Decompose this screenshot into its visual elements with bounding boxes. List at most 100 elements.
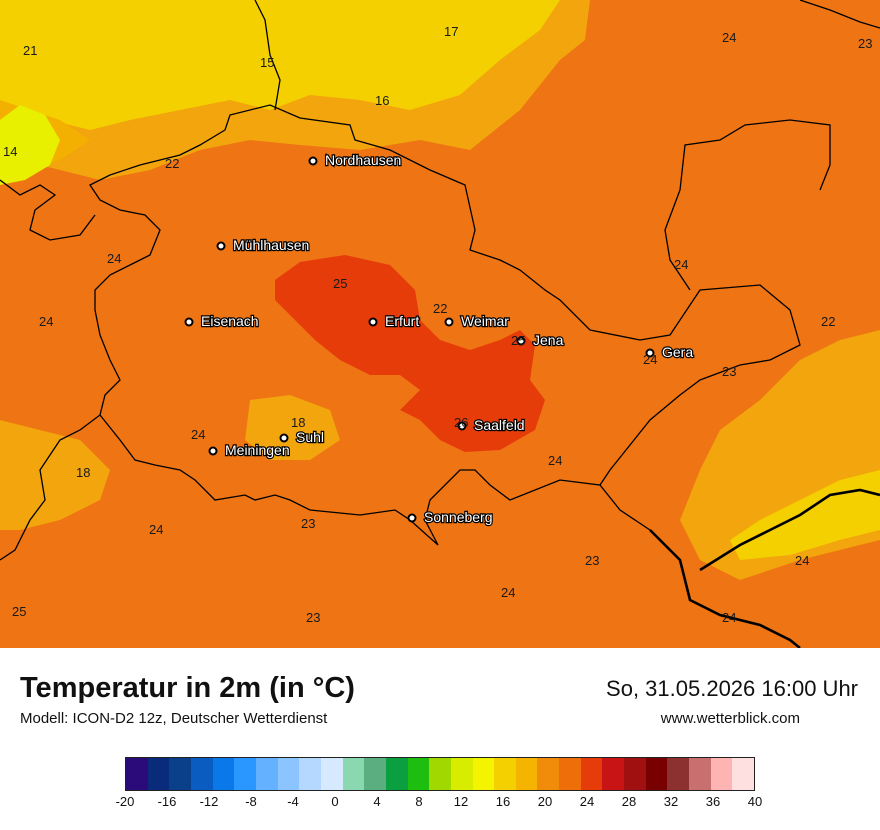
legend-swatch bbox=[624, 758, 646, 790]
city-marker-nordhausen: Nordhausen bbox=[308, 151, 402, 169]
legend-swatch bbox=[515, 758, 538, 790]
temperature-label: 15 bbox=[260, 55, 274, 70]
color-legend: -20 -16 -12 -8 -4 0 4 8 12 16 20 24 28 32 36 40 bbox=[112, 754, 772, 814]
temperature-label: 16 bbox=[375, 93, 389, 108]
border-northeast bbox=[799, 0, 880, 29]
legend-swatch bbox=[255, 758, 278, 790]
forecast-datetime: So, 31.05.2026 16:00 Uhr bbox=[606, 676, 858, 701]
legend-tick-label: 40 bbox=[747, 794, 763, 809]
city-label-saalfeld: Saalfeld bbox=[474, 417, 525, 433]
border-czech-east bbox=[699, 488, 880, 572]
city-label-suhl: Suhl bbox=[296, 429, 324, 445]
temperature-label: 23 bbox=[306, 610, 320, 625]
temperature-label: 23 bbox=[301, 516, 315, 531]
legend-tick-label: 4 bbox=[373, 794, 381, 809]
temperature-label: 25 bbox=[333, 276, 347, 291]
legend-swatch bbox=[212, 758, 235, 790]
legend-swatch bbox=[342, 758, 365, 790]
border-southwest bbox=[0, 414, 101, 561]
legend-swatch bbox=[126, 758, 148, 790]
temperature-label: 24 bbox=[107, 251, 121, 266]
temperature-label: 21 bbox=[23, 43, 37, 58]
map-footer: Temperatur in 2m (in °C) Modell: ICON-D2… bbox=[0, 648, 880, 830]
temperature-label: 17 bbox=[444, 24, 458, 39]
border-west bbox=[0, 179, 96, 241]
legend-swatch bbox=[320, 758, 343, 790]
temperature-label: 23 bbox=[858, 36, 872, 51]
temperature-label: 24 bbox=[643, 352, 657, 367]
temperature-label: 24 bbox=[722, 610, 736, 625]
temperature-label: 24 bbox=[501, 585, 515, 600]
city-label-gera: Gera bbox=[662, 344, 693, 360]
temperature-label: 23 bbox=[722, 364, 736, 379]
city-marker-erfurt: Erfurt bbox=[368, 312, 421, 330]
city-marker-eisenach: Eisenach bbox=[184, 312, 260, 330]
temperature-label: 22 bbox=[821, 314, 835, 329]
temperature-label: 24 bbox=[39, 314, 53, 329]
city-marker-weimar: Weimar bbox=[444, 312, 511, 330]
legend-tick-label: 20 bbox=[537, 794, 553, 809]
temperature-map: Nordhausen Mühlhausen Eisenach Erfurt We… bbox=[0, 0, 880, 648]
legend-swatch bbox=[494, 758, 516, 790]
city-label-weimar: Weimar bbox=[461, 313, 509, 329]
temperature-label: 24 bbox=[548, 453, 562, 468]
legend-tick-label: 24 bbox=[579, 794, 595, 809]
temperature-label: 24 bbox=[674, 257, 688, 272]
border-east bbox=[664, 119, 831, 291]
legend-tick-label: 32 bbox=[663, 794, 679, 809]
legend-swatch bbox=[277, 758, 300, 790]
map-canvas: Nordhausen Mühlhausen Eisenach Erfurt We… bbox=[0, 0, 880, 648]
website-link[interactable]: www.wetterblick.com bbox=[660, 710, 800, 727]
border-thueringen bbox=[89, 104, 801, 546]
border-czech bbox=[649, 529, 801, 648]
city-marker-jena: Jena bbox=[516, 331, 565, 349]
map-title: Temperatur in 2m (in °C) bbox=[20, 672, 355, 704]
temperature-zone-southwest bbox=[0, 420, 110, 530]
legend-swatch bbox=[580, 758, 603, 790]
temperature-label: 14 bbox=[3, 144, 17, 159]
legend-tick-label: 8 bbox=[415, 794, 423, 809]
city-label-meiningen: Meiningen bbox=[225, 442, 290, 458]
temperature-label: 18 bbox=[291, 415, 305, 430]
temperature-label: 24 bbox=[795, 553, 809, 568]
city-label-eisenach: Eisenach bbox=[201, 313, 259, 329]
legend-swatch bbox=[385, 758, 408, 790]
legend-swatch bbox=[407, 758, 430, 790]
legend-swatch bbox=[537, 758, 560, 790]
legend-tick-label: 12 bbox=[453, 794, 469, 809]
legend-swatch bbox=[429, 758, 451, 790]
legend-tick-label: -12 bbox=[199, 794, 219, 809]
legend-tick-label: 0 bbox=[331, 794, 339, 809]
city-label-nordhausen: Nordhausen bbox=[325, 152, 401, 168]
legend-swatch bbox=[147, 758, 170, 790]
city-marker-gera: Gera bbox=[645, 343, 695, 361]
legend-tick-label: 28 bbox=[621, 794, 637, 809]
border-south bbox=[599, 484, 651, 531]
legend-swatch bbox=[169, 758, 191, 790]
temperature-label: 25 bbox=[511, 333, 525, 348]
temperature-label: 22 bbox=[433, 301, 447, 316]
city-label-sonneberg: Sonneberg bbox=[424, 509, 493, 525]
legend-swatch bbox=[667, 758, 690, 790]
legend-swatch bbox=[689, 758, 711, 790]
temperature-label: 23 bbox=[585, 553, 599, 568]
city-label-jena: Jena bbox=[533, 332, 564, 348]
temperature-label: 26 bbox=[454, 415, 468, 430]
city-label-muehlhausen: Mühlhausen bbox=[233, 237, 309, 253]
temperature-label: 24 bbox=[191, 427, 205, 442]
legend-swatch bbox=[450, 758, 473, 790]
legend-swatch bbox=[645, 758, 668, 790]
legend-swatch bbox=[559, 758, 581, 790]
city-marker-saalfeld: Saalfeld bbox=[457, 416, 526, 434]
city-marker-muehlhausen: Mühlhausen bbox=[216, 236, 310, 254]
city-marker-sonneberg: Sonneberg bbox=[407, 508, 494, 526]
legend-tick-label: -20 bbox=[115, 794, 135, 809]
temperature-zone-suhl bbox=[245, 395, 340, 460]
temperature-label: 24 bbox=[722, 30, 736, 45]
legend-swatch bbox=[234, 758, 256, 790]
temperature-zone-cool-spot bbox=[0, 105, 60, 185]
temperature-label: 25 bbox=[12, 604, 26, 619]
city-label-erfurt: Erfurt bbox=[385, 313, 419, 329]
legend-tick-label: -4 bbox=[287, 794, 299, 809]
temperature-label: 24 bbox=[149, 522, 163, 537]
